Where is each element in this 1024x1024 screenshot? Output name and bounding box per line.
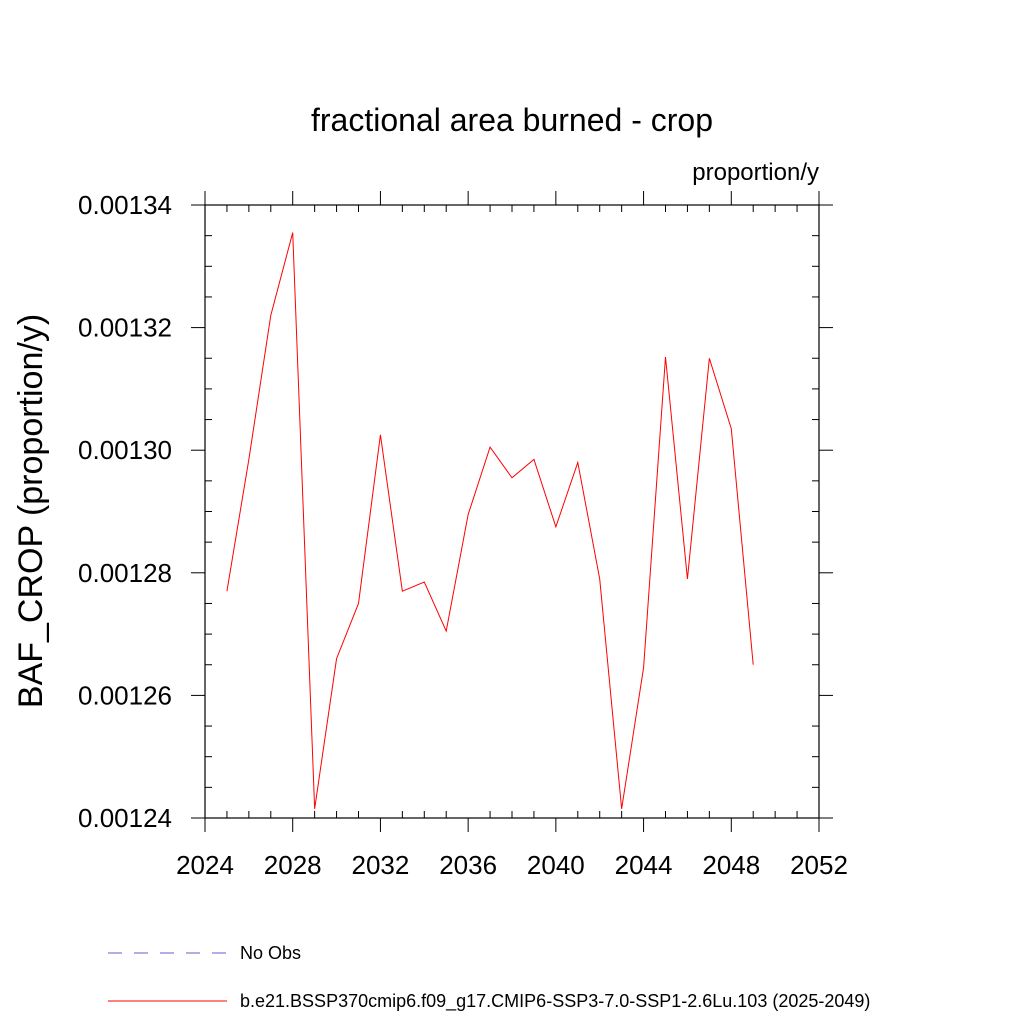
y-tick-label: 0.00126: [78, 680, 172, 710]
y-tick-label: 0.00130: [78, 435, 172, 465]
series-lines: [226, 232, 754, 809]
chart-title: fractional area burned - crop: [311, 102, 713, 138]
legend: No Obs b.e21.BSSP370cmip6.f09_g17.CMIP6-…: [108, 943, 870, 1012]
x-tick-labels: 2024 2028 2032 2036 2040 2044 2048 2052: [176, 850, 848, 880]
x-tick-label: 2052: [790, 850, 848, 880]
y-tick-labels: 0.00124 0.00126 0.00128 0.00130 0.00132 0.001…: [78, 190, 172, 833]
legend-label-model-run: b.e21.BSSP370cmip6.f09_g17.CMIP6-SSP3-7.…: [240, 991, 870, 1012]
units-label: proportion/y: [692, 159, 819, 186]
plot-frame: [204, 204, 820, 819]
x-tick-label: 2024: [176, 850, 234, 880]
legend-label-no-obs: No Obs: [240, 943, 301, 963]
x-tick-label: 2036: [439, 850, 497, 880]
x-tick-label: 2044: [615, 850, 673, 880]
series-line: [226, 232, 754, 809]
y-tick-label: 0.00134: [78, 190, 172, 220]
x-tick-label: 2048: [702, 850, 760, 880]
y-tick-label: 0.00124: [78, 803, 172, 833]
x-tick-label: 2032: [352, 850, 410, 880]
x-tick-label: 2040: [527, 850, 585, 880]
y-axis-label: BAF_CROP (proportion/y): [12, 314, 50, 708]
y-tick-label: 0.00132: [78, 313, 172, 343]
x-tick-label: 2028: [264, 850, 322, 880]
y-tick-label: 0.00128: [78, 558, 172, 588]
axis-ticks: [191, 191, 833, 832]
